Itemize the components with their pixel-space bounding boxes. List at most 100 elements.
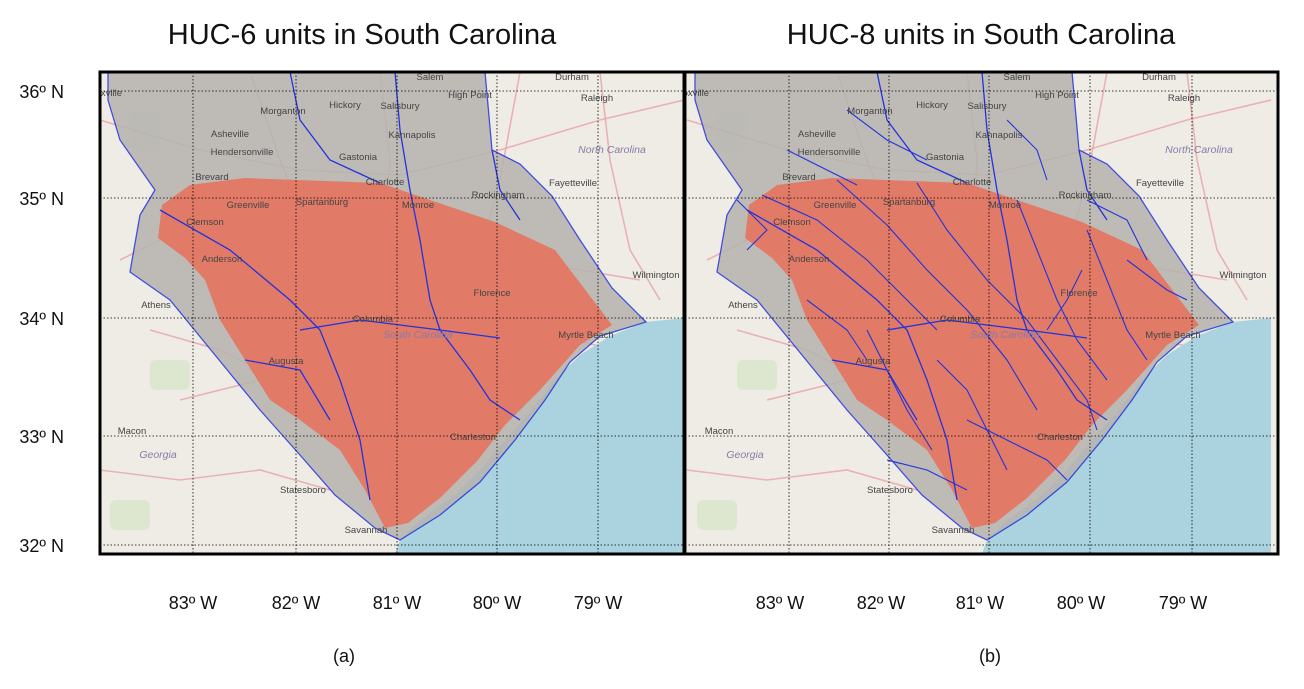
huc-boundary [876,72,968,184]
place-label: Monroe [989,200,1021,211]
place-label: Salisbury [380,101,419,112]
place-label: Statesboro [867,485,913,496]
latitude-tick-label: 35º N [19,189,64,209]
huc-boundary [1016,199,1108,381]
huc-boundary [1026,329,1108,421]
place-label: Charleston [1037,432,1083,443]
place-label: Morganton [260,106,305,117]
place-label: Clemson [186,217,224,228]
huc-boundary [159,209,321,331]
place-label: Knoxville [84,88,122,99]
huc-boundary [491,149,521,221]
place-label: Charlotte [366,177,405,188]
map-area: Knoxville Salem Durham Raleigh Hickory High P… [685,72,1278,554]
place-label: Spartanburg [883,197,935,208]
place-label: Columbia [940,314,981,325]
forest-patch [110,500,150,530]
huc-boundary [1078,149,1108,221]
place-label: Durham [555,72,589,83]
forest-patch [737,360,777,390]
map-panel-b: HUC-8 units in South Carolina Knoxville Sa… [683,19,1280,666]
place-label: Raleigh [581,93,613,104]
panel-title: HUC-6 units in South Carolina [168,19,557,51]
place-label: Raleigh [1168,93,1200,104]
place-label: Hendersonville [211,147,274,158]
place-label: Columbia [353,314,394,325]
huc-boundary [966,419,1068,481]
huc-boundary [1086,229,1148,361]
place-label: Anderson [789,254,830,265]
longitude-tick-label: 80º W [1057,593,1106,613]
place-label: Durham [1142,72,1176,83]
place-label: Wilmington [1220,270,1267,281]
place-label: Rockingham [472,190,525,201]
place-label: Brevard [195,172,228,183]
south-carolina-highlight [158,178,612,528]
place-label: Kannapolis [975,130,1022,141]
huc-boundary [806,299,868,361]
road [686,469,918,491]
place-label: Asheville [211,129,249,140]
place-label: Georgia [139,449,177,461]
huc-boundary [289,72,381,184]
place-label: Gastonia [926,152,965,163]
place-label: Athens [141,300,171,311]
place-label: Athens [728,300,758,311]
place-label: Brevard [782,172,815,183]
map-frame [683,70,1280,556]
huc-boundary [906,329,958,501]
map-panel-a: HUC-6 units in South Carolina Knoxville Sa… [84,19,686,666]
huc-boundary [936,359,1008,471]
place-label: Savannah [932,525,975,536]
longitude-tick-label: 79º W [574,593,623,613]
place-label: High Point [1035,90,1079,101]
huc-boundary [786,149,858,186]
huc-boundary [846,109,928,161]
huc-boundary [746,209,908,331]
huc-boundary [299,319,501,339]
place-label: Gastonia [339,152,378,163]
place-label: South Carolina [970,329,1040,341]
huc-boundary [886,319,1088,339]
huc-boundary [836,179,1038,411]
place-label: Hickory [916,100,948,111]
huc-boundary [1126,259,1188,301]
huc-boundary [761,194,938,331]
place-label: Rockingham [1059,190,1112,201]
huc-boundary [1046,269,1083,331]
place-label: Fayetteville [1136,178,1184,189]
latitude-tick-label: 36º N [19,82,64,102]
huc-boundary [244,359,331,421]
longitude-tick-label: 81º W [956,593,1005,613]
place-label: Fayetteville [549,178,597,189]
place-label: Kannapolis [388,130,435,141]
place-label: Charleston [450,432,496,443]
place-label: Macon [118,426,147,437]
place-label: Myrtle Beach [1145,330,1200,341]
latitude-tick-label: 33º N [19,427,64,447]
longitude-tick-label: 81º W [373,593,422,613]
south-carolina-highlight [745,178,1199,528]
place-label: Wilmington [633,270,680,281]
panel-caption: (b) [979,646,1001,666]
place-label: Morganton [847,106,892,117]
ocean [395,318,684,554]
huc-boundary [319,329,371,501]
place-label: Augusta [269,356,305,367]
place-label: Salem [417,72,444,83]
place-label: High Point [448,90,492,101]
road [100,469,331,491]
place-label: North Carolina [1165,144,1233,156]
place-label: North Carolina [578,144,646,156]
longitude-tick-label: 82º W [272,593,321,613]
place-label: Hendersonville [798,147,861,158]
place-label: Myrtle Beach [558,330,613,341]
forest-patch [697,500,737,530]
longitude-tick-label: 79º W [1159,593,1208,613]
place-label: Statesboro [280,485,326,496]
huc-boundary [439,329,521,421]
longitude-tick-label: 83º W [169,593,218,613]
place-label: Florence [1061,288,1098,299]
longitude-tick-label: 83º W [756,593,805,613]
